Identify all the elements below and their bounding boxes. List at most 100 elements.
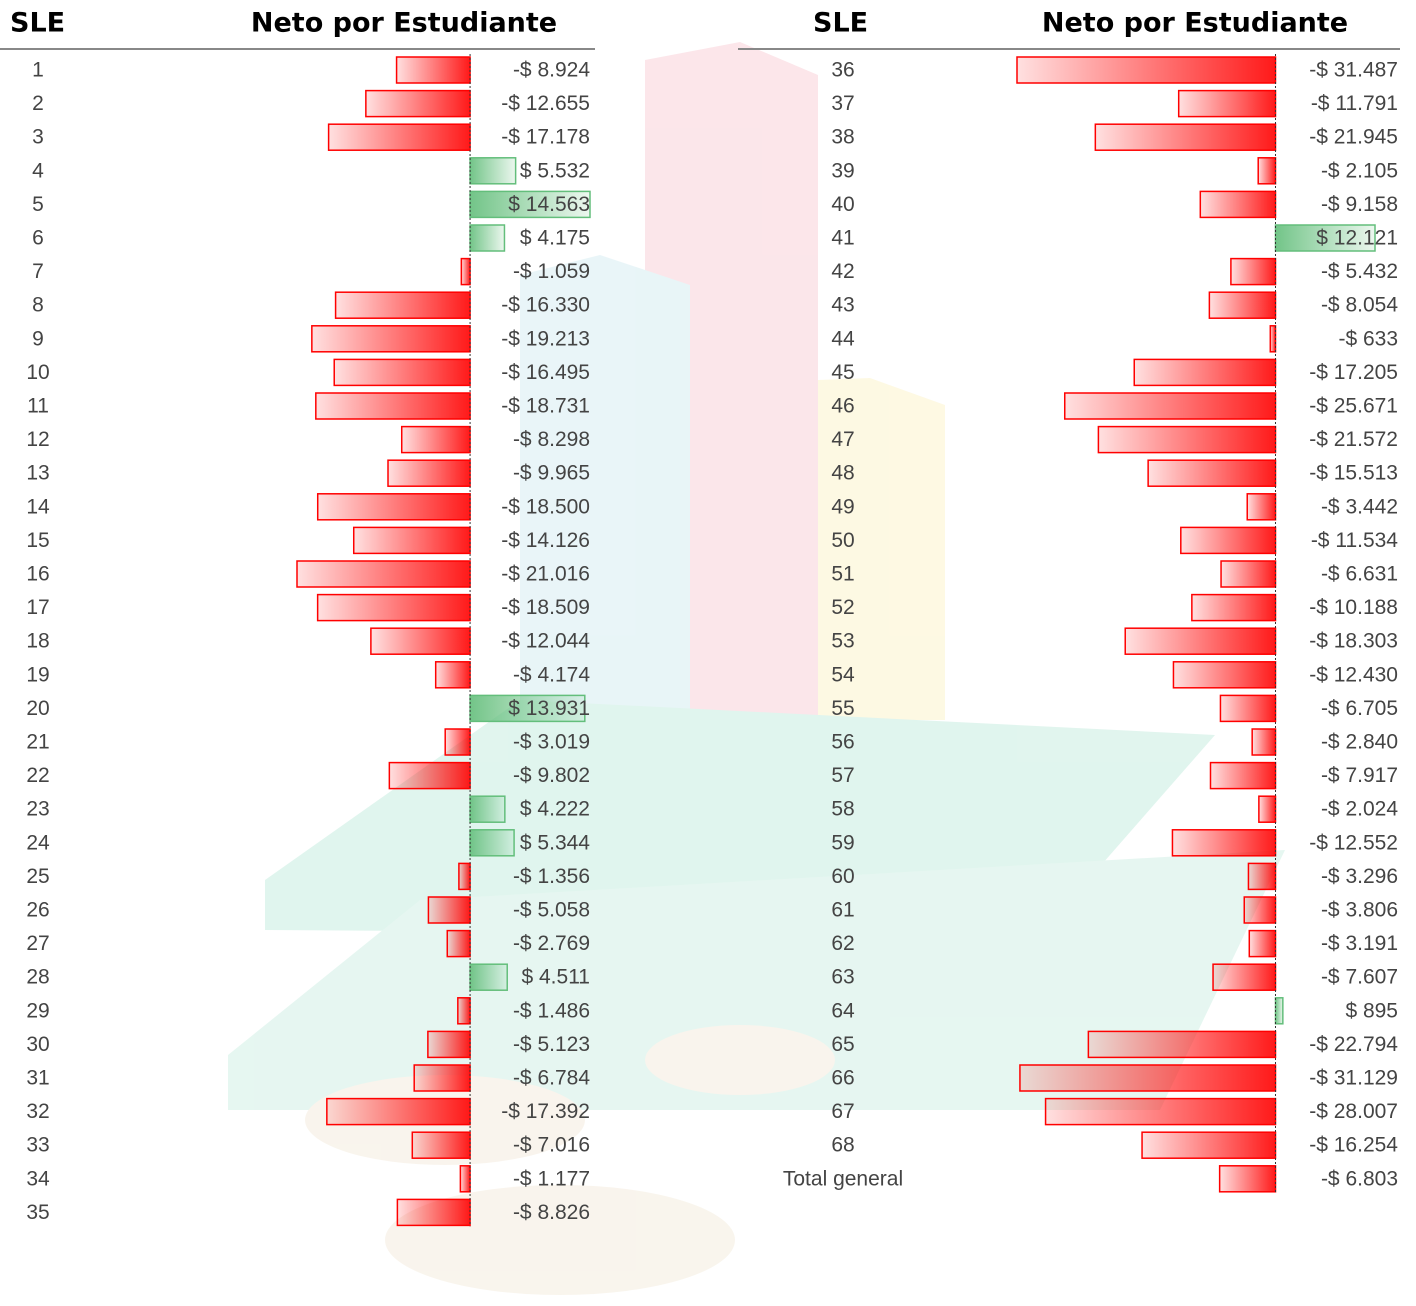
category-label: 33 — [26, 1134, 49, 1157]
data-bar — [469, 795, 506, 823]
category-label: 50 — [831, 529, 854, 552]
value-label: -$ 1.486 — [513, 999, 590, 1022]
category-label: 28 — [26, 966, 49, 989]
data-bar — [334, 291, 471, 319]
data-bar — [1274, 997, 1284, 1025]
column-header: SLE — [813, 8, 868, 39]
data-bar — [446, 929, 471, 958]
category-label: Total general — [783, 1167, 903, 1190]
value-label: $ 5.344 — [520, 831, 590, 854]
value-label: -$ 19.213 — [501, 327, 590, 350]
category-label: 37 — [831, 92, 854, 115]
value-label: -$ 25.671 — [1309, 395, 1398, 418]
category-label: 48 — [831, 462, 854, 485]
category-label: 61 — [831, 899, 854, 922]
category-label: 6 — [32, 227, 44, 250]
category-label: 66 — [831, 1067, 854, 1090]
data-bar — [395, 56, 471, 84]
value-label: -$ 3.296 — [1321, 865, 1398, 888]
category-label: 29 — [26, 999, 49, 1022]
value-label: -$ 15.513 — [1309, 462, 1398, 485]
data-bar — [1212, 963, 1277, 991]
data-bar — [1208, 291, 1277, 319]
value-label: -$ 8.054 — [1321, 294, 1398, 317]
value-label: $ 4.175 — [520, 227, 590, 250]
category-label: 12 — [26, 428, 49, 451]
data-bar — [411, 1131, 471, 1159]
data-bar — [352, 526, 471, 555]
value-label: -$ 28.007 — [1309, 1100, 1398, 1123]
category-label: 60 — [831, 865, 854, 888]
data-bar — [1147, 459, 1277, 487]
category-label: 26 — [26, 899, 49, 922]
data-bar — [316, 493, 471, 521]
value-label: -$ 1.059 — [513, 260, 590, 283]
value-label: -$ 12.655 — [501, 92, 590, 115]
value-label: -$ 5.058 — [513, 899, 590, 922]
data-bar — [311, 325, 471, 353]
data-bar — [1063, 392, 1277, 420]
data-bar — [469, 963, 508, 991]
data-bar — [1199, 190, 1277, 219]
data-bar — [316, 593, 471, 622]
data-bar — [457, 997, 471, 1025]
value-label: -$ 11.534 — [1311, 529, 1398, 552]
data-bar — [1171, 829, 1277, 857]
data-bar — [1246, 493, 1277, 521]
value-label: $ 14.563 — [508, 193, 590, 216]
value-label: -$ 1.177 — [513, 1167, 590, 1190]
category-label: 11 — [27, 395, 49, 418]
value-label: -$ 22.794 — [1309, 1033, 1398, 1056]
data-bar — [396, 1198, 471, 1227]
data-bar — [1097, 425, 1277, 454]
data-bar — [315, 392, 471, 420]
category-label: 56 — [831, 731, 854, 754]
data-bar — [427, 1030, 471, 1059]
value-label: -$ 7.016 — [513, 1134, 590, 1157]
data-bar — [413, 1064, 471, 1092]
value-label: -$ 16.495 — [501, 361, 590, 384]
value-label: -$ 17.205 — [1309, 361, 1398, 384]
data-bar — [1247, 862, 1277, 891]
column-header: Neto por Estudiante — [1042, 8, 1348, 39]
category-label: 19 — [26, 663, 49, 686]
data-bar — [469, 190, 591, 219]
value-label: -$ 2.024 — [1321, 798, 1398, 821]
data-bar — [1044, 1097, 1277, 1126]
value-label: -$ 633 — [1338, 327, 1398, 350]
category-label: 42 — [831, 260, 854, 283]
data-bar — [387, 459, 471, 487]
data-bar — [1218, 1165, 1277, 1193]
value-label: -$ 6.631 — [1321, 563, 1398, 586]
value-label: -$ 9.965 — [513, 462, 590, 485]
category-label: 34 — [26, 1167, 50, 1190]
category-label: 15 — [26, 529, 49, 552]
data-bar — [1094, 123, 1277, 151]
category-label: 4 — [32, 159, 44, 182]
value-label: -$ 31.487 — [1309, 59, 1398, 82]
value-label: -$ 12.430 — [1309, 663, 1398, 686]
category-label: 46 — [831, 395, 854, 418]
category-label: 27 — [26, 932, 49, 955]
category-label: 31 — [26, 1067, 49, 1090]
value-label: $ 12.121 — [1316, 227, 1398, 250]
data-bar — [1248, 929, 1277, 958]
data-bar — [388, 761, 471, 790]
category-label: 5 — [32, 193, 44, 216]
value-label: -$ 18.731 — [501, 395, 590, 418]
value-label: -$ 8.298 — [513, 428, 590, 451]
category-label: 9 — [32, 327, 44, 350]
value-label: -$ 18.509 — [501, 596, 590, 619]
data-bar — [1019, 1064, 1277, 1092]
data-bar — [333, 358, 471, 387]
data-bar — [469, 224, 506, 252]
data-bar — [469, 694, 586, 723]
value-label: -$ 7.607 — [1321, 966, 1398, 989]
data-bar — [427, 896, 471, 924]
value-label: -$ 14.126 — [501, 529, 590, 552]
data-bar — [459, 1165, 471, 1193]
data-bar — [1191, 593, 1277, 622]
category-label: 40 — [831, 193, 854, 216]
data-bar — [1274, 224, 1376, 252]
